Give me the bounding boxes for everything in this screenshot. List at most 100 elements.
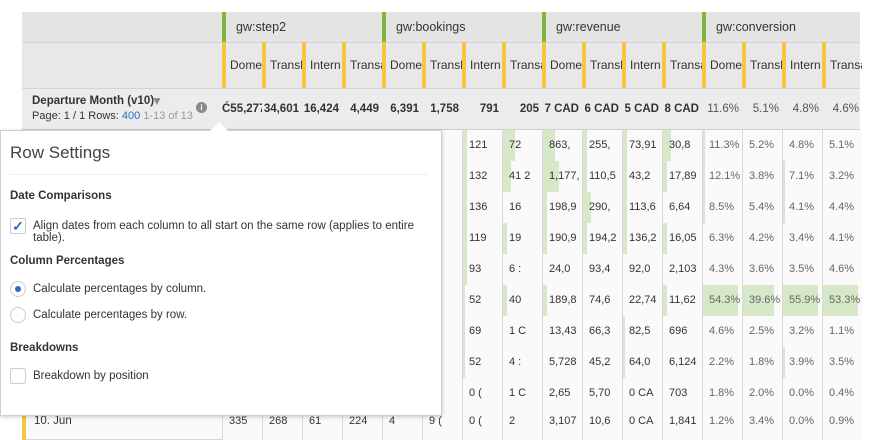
segment-column-header[interactable]: Transa: [822, 42, 862, 88]
row-label[interactable]: 10. Jun: [22, 409, 72, 440]
metric-column-header[interactable]: gw:revenue: [542, 12, 702, 42]
cell-value: 190,9: [549, 232, 577, 244]
metric-column-header[interactable]: gw:conversion: [702, 12, 862, 42]
breakdown-by-position-checkbox[interactable]: [10, 368, 26, 384]
table-cell: 3.4%: [742, 409, 782, 440]
cell-value: 5.1%: [829, 139, 855, 151]
column-total: 11.6%: [707, 103, 739, 115]
popup-title: Row Settings: [10, 143, 111, 162]
table-cell: 19: [502, 223, 542, 254]
table-cell: 64,0: [622, 347, 662, 378]
table-cell: 1 C: [502, 316, 542, 347]
cell-value: 132: [469, 170, 488, 182]
percent-bar: [783, 347, 785, 378]
segment-column-header[interactable]: Transa: [342, 42, 382, 88]
table-row[interactable]: 213241 21,177,110,543,217,8912.1%3.8%7.1…: [22, 161, 862, 192]
segment-column-header[interactable]: Intern Sun: [782, 42, 822, 88]
date-comparisons-heading: Date Comparisons: [10, 190, 112, 202]
table-cell: 1.8%: [702, 378, 742, 409]
segment-column-header[interactable]: Intern Sun: [622, 42, 662, 88]
popup-arrow: [210, 122, 228, 131]
table-cell: 0.0%: [782, 378, 822, 409]
segment-column-header[interactable]: Dome: [702, 42, 742, 88]
breakdowns-heading: Breakdowns: [10, 342, 79, 354]
column-total: 791: [479, 103, 499, 115]
table-cell: 45,2: [582, 347, 622, 378]
table-cell: 11,62: [662, 285, 702, 316]
table-cell: 73,91: [622, 130, 662, 161]
segment-column-header[interactable]: Dome: [382, 42, 422, 88]
table-cell: 92,0: [622, 254, 662, 285]
segment-column-header[interactable]: Transl: [422, 42, 462, 88]
table-cell: 119: [462, 223, 502, 254]
column-total: 6,391: [390, 103, 419, 115]
table-cell: 12.1%: [702, 161, 742, 192]
info-icon[interactable]: i: [196, 102, 207, 113]
table-cell: 72: [502, 130, 542, 161]
segment-column-header[interactable]: Transa: [662, 42, 702, 88]
metric-column-header[interactable]: gw:step2: [222, 12, 382, 42]
cell-value: 5,728: [549, 356, 577, 368]
table-cell: 3,107: [542, 409, 582, 440]
table-row[interactable]: 93 6 : 24,0 93,4 92,0 2,103 4.3% 3.6% 3.5% 4.6%: [22, 254, 862, 285]
column-total: 4,449: [350, 103, 379, 115]
cell-value: 53.3%: [829, 294, 861, 306]
table-cell: 69: [462, 316, 502, 347]
table-cell: 4 :: [502, 347, 542, 378]
percent-bar: [663, 161, 667, 192]
by-row-radio[interactable]: [10, 307, 26, 323]
table-row[interactable]: 69 1 C 13,43 66,3 82,5 696 4.6% 2.5% 3.2% 1.1%: [22, 316, 862, 347]
cell-value: 30,8: [669, 139, 691, 151]
segment-column-header[interactable]: Transl: [582, 42, 622, 88]
cell-value: 11.3%: [709, 139, 740, 151]
cell-value: 3.5%: [829, 356, 855, 368]
cell-value: 136,2: [629, 232, 657, 244]
cell-value: 22,74: [629, 294, 657, 306]
table-row[interactable]: 211919190,9194,2136,216,056.3%4.2%3.4%4.…: [22, 223, 862, 254]
align-dates-checkbox[interactable]: ✓: [10, 218, 26, 234]
table-cell: 43,2: [622, 161, 662, 192]
cell-value: 1.8%: [749, 356, 775, 368]
cell-value: 863,: [549, 139, 571, 151]
table-cell: 4.8%: [782, 130, 822, 161]
column-total: 16,424: [303, 103, 339, 115]
segment-column-header[interactable]: Transl: [742, 42, 782, 88]
segment-column-header[interactable]: Transl: [262, 42, 302, 88]
table-cell: 6,124: [662, 347, 702, 378]
segment-header-row: [22, 42, 860, 88]
column-total: 4.6%: [832, 103, 859, 115]
percent-bar: [463, 316, 465, 347]
cell-value: 4.6%: [709, 325, 735, 337]
metric-column-header[interactable]: gw:bookings: [382, 12, 542, 42]
segment-column-header[interactable]: Dome: [542, 42, 582, 88]
cell-value: 2.2%: [709, 356, 735, 368]
cell-value: 55.9%: [789, 294, 821, 306]
cell-value: 198,9: [549, 201, 577, 213]
cell-value: 2.5%: [749, 325, 775, 337]
segment-column-header[interactable]: Dome: [222, 42, 262, 88]
table-cell: 0.0%: [782, 409, 822, 440]
table-cell: 0 CA: [622, 409, 662, 440]
table-cell: 5,70: [582, 378, 622, 409]
segment-column-header[interactable]: Transa: [502, 42, 542, 88]
table-cell: 1.2%: [702, 409, 742, 440]
column-total: 4.8%: [792, 103, 819, 115]
filter-icon[interactable]: ▼: [151, 94, 163, 108]
column-total: 1,758: [430, 103, 459, 115]
table-cell: 0 (: [462, 409, 502, 440]
cell-value: 5.4%: [749, 201, 775, 213]
by-column-radio[interactable]: [10, 281, 26, 297]
cell-value: 3.2%: [789, 325, 815, 337]
table-cell: 11.3%: [702, 130, 742, 161]
table-cell: 3.5%: [822, 347, 862, 378]
table-cell: 4.4%: [822, 192, 862, 223]
percent-bar: [663, 130, 671, 161]
segment-column-header[interactable]: Intern Sun: [462, 42, 502, 88]
segment-column-header[interactable]: Intern Sun: [302, 42, 342, 88]
cell-value: 189,8: [549, 294, 577, 306]
table-cell: 22,74: [622, 285, 662, 316]
rows-per-page-link[interactable]: 400: [121, 110, 141, 122]
table-cell: 5,728: [542, 347, 582, 378]
